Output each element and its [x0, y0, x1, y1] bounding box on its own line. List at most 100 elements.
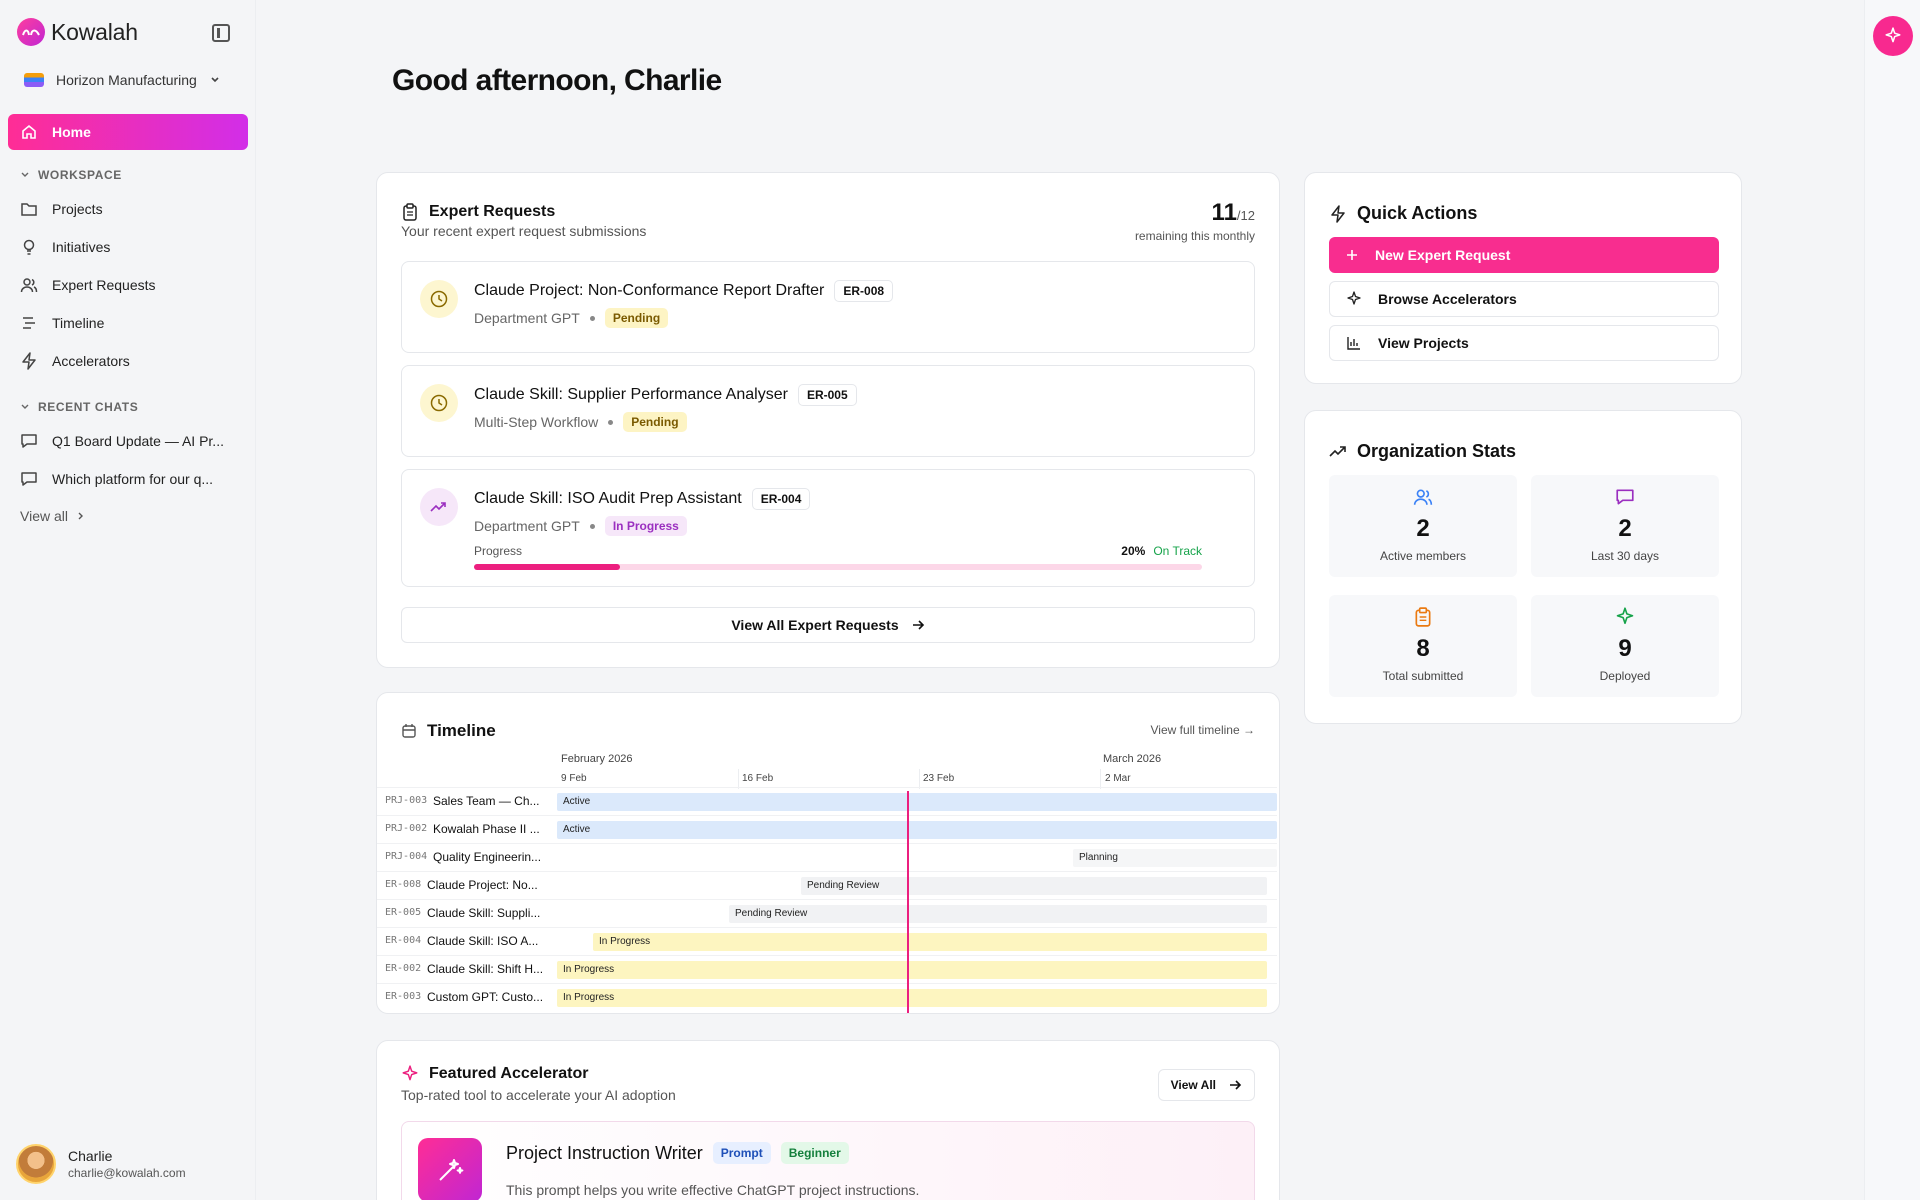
stat-value: 8	[1416, 635, 1430, 662]
view-full-timeline-link[interactable]: View full timeline →	[1151, 723, 1256, 737]
org-switcher[interactable]: Horizon Manufacturing	[24, 72, 221, 88]
timeline-row-id: ER-004	[385, 935, 422, 946]
timeline-row[interactable]: ER-003 Custom GPT: Custo... In Progress	[377, 983, 1277, 1011]
timeline-bar[interactable]: In Progress	[557, 989, 1267, 1007]
timeline-bar[interactable]: In Progress	[557, 961, 1267, 979]
view-all-label: View all	[20, 508, 68, 524]
accelerator-tag: Beginner	[780, 1142, 849, 1164]
timeline-row-name: Custom GPT: Custo...	[427, 990, 544, 1004]
recent-chats-section-toggle[interactable]: RECENT CHATS	[20, 400, 138, 414]
users-icon	[20, 278, 38, 293]
request-type: Department GPT	[474, 310, 580, 326]
timeline-row[interactable]: ER-008 Claude Project: No... Pending Rev…	[377, 871, 1277, 899]
sidebar-item-label: Home	[52, 124, 91, 140]
separator-dot	[608, 419, 614, 425]
stat-value: 2	[1416, 515, 1430, 542]
timeline-bar[interactable]: Pending Review	[801, 877, 1267, 895]
accelerator-title-row: Project Instruction Writer Prompt Beginn…	[506, 1142, 849, 1164]
stat-value: 2	[1618, 515, 1632, 542]
timeline-bar[interactable]: In Progress	[593, 933, 1267, 951]
timeline-week-label: 23 Feb	[923, 773, 955, 784]
stat-deployed: 9 Deployed	[1531, 595, 1719, 697]
stat-active-members: 2 Active members	[1329, 475, 1517, 577]
expert-request-item[interactable]: Claude Skill: ISO Audit Prep Assistant E…	[401, 469, 1255, 587]
collapse-sidebar-icon[interactable]	[212, 24, 230, 42]
app-logo[interactable]: Kowalah	[17, 18, 138, 46]
users-icon	[1413, 489, 1433, 505]
request-title-row: Claude Skill: ISO Audit Prep Assistant E…	[474, 488, 811, 510]
timeline-row-id: PRJ-002	[385, 823, 428, 834]
organization-stats-card: Organization Stats 2 Active members 2 La…	[1304, 410, 1742, 724]
sidebar-item-label: Accelerators	[52, 353, 130, 369]
recent-chat-item[interactable]: Q1 Board Update — AI Pr...	[20, 426, 240, 456]
timeline-row[interactable]: ER-005 Claude Skill: Suppli... Pending R…	[377, 899, 1277, 927]
progress-row: Progress 20% On Track	[474, 544, 1202, 558]
timeline-row[interactable]: PRJ-002 Kowalah Phase II ... Active	[377, 815, 1277, 843]
timeline-row[interactable]: ER-002 Claude Skill: Shift H... In Progr…	[377, 955, 1277, 983]
request-meta: Multi-Step Workflow Pending	[474, 412, 687, 432]
view-all-chats-link[interactable]: View all	[20, 508, 86, 524]
stat-value: 9	[1618, 635, 1632, 662]
folder-icon	[21, 203, 37, 216]
org-name: Horizon Manufacturing	[56, 72, 197, 88]
card-title: Expert Requests	[429, 203, 556, 220]
request-meta: Department GPT In Progress	[474, 516, 687, 536]
expert-request-item[interactable]: Claude Skill: Supplier Performance Analy…	[401, 365, 1255, 457]
user-profile[interactable]: Charlie charlie@kowalah.com	[16, 1144, 186, 1184]
button-label: Browse Accelerators	[1378, 291, 1517, 307]
timeline-month-label: February 2026	[561, 753, 633, 765]
timeline-bar[interactable]: Pending Review	[729, 905, 1267, 923]
sidebar-item-expert-requests[interactable]: Expert Requests	[20, 270, 240, 300]
new-expert-request-button[interactable]: New Expert Request	[1329, 237, 1719, 273]
recent-chat-item[interactable]: Which platform for our q...	[20, 464, 240, 494]
sidebar-item-timeline[interactable]: Timeline	[20, 308, 240, 338]
expert-request-item[interactable]: Claude Project: Non-Conformance Report D…	[401, 261, 1255, 353]
clipboard-icon	[403, 203, 417, 221]
timeline-bar[interactable]: Planning	[1073, 849, 1277, 867]
magic-wand-icon	[418, 1138, 482, 1200]
timeline-week-label: 16 Feb	[742, 773, 774, 784]
button-label: New Expert Request	[1375, 247, 1511, 263]
chevron-down-icon	[21, 172, 29, 177]
sidebar-item-accelerators[interactable]: Accelerators	[20, 346, 240, 376]
featured-accelerator-item[interactable]: Project Instruction Writer Prompt Beginn…	[401, 1121, 1255, 1200]
progress-status: On Track	[1153, 544, 1202, 558]
sparkles-icon	[402, 1065, 418, 1081]
card-subtitle: Top-rated tool to accelerate your AI ado…	[401, 1087, 676, 1103]
progress-label: Progress	[474, 544, 523, 558]
recent-chat-label: Q1 Board Update — AI Pr...	[52, 433, 224, 449]
sidebar-item-initiatives[interactable]: Initiatives	[20, 232, 240, 262]
browse-accelerators-button[interactable]: Browse Accelerators	[1329, 281, 1719, 317]
card-subtitle: Your recent expert request submissions	[401, 223, 647, 239]
button-label: View All	[1170, 1078, 1216, 1092]
sidebar-item-projects[interactable]: Projects	[20, 194, 240, 224]
view-projects-button[interactable]: View Projects	[1329, 325, 1719, 361]
status-badge: Pending	[623, 412, 687, 432]
sidebar-item-home[interactable]: Home	[8, 114, 248, 150]
timeline-row-id: ER-005	[385, 907, 422, 918]
workspace-section-toggle[interactable]: WORKSPACE	[20, 168, 122, 182]
card-title: Organization Stats	[1357, 441, 1517, 461]
view-all-expert-requests-button[interactable]: View All Expert Requests	[401, 607, 1255, 643]
bolt-icon	[1331, 204, 1345, 223]
ai-assistant-button[interactable]	[1873, 16, 1913, 56]
card-header: Expert Requests	[401, 203, 555, 221]
featured-accelerator-card: Featured Accelerator Top-rated tool to a…	[376, 1040, 1280, 1200]
accelerator-tag: Prompt	[712, 1142, 771, 1164]
progress-percent: 20%	[1121, 544, 1146, 558]
timeline-row[interactable]: PRJ-004 Quality Engineerin... Planning	[377, 843, 1277, 871]
lightbulb-icon	[23, 239, 35, 255]
accelerator-name: Project Instruction Writer	[506, 1142, 703, 1163]
timeline-week-label: 9 Feb	[561, 773, 587, 784]
accelerator-description: This prompt helps you write effective Ch…	[506, 1182, 920, 1198]
separator-dot	[589, 315, 595, 321]
timeline-row[interactable]: PRJ-003 Sales Team — Ch... Active	[377, 787, 1277, 815]
timeline-row[interactable]: ER-004 Claude Skill: ISO A... In Progres…	[377, 927, 1277, 955]
request-type: Department GPT	[474, 518, 580, 534]
progress-bar	[474, 564, 1202, 570]
request-id: ER-008	[834, 280, 894, 302]
view-all-accelerators-button[interactable]: View All	[1157, 1069, 1255, 1101]
button-label: View Projects	[1378, 335, 1469, 351]
timeline-bar[interactable]: Active	[557, 821, 1277, 839]
timeline-bar[interactable]: Active	[557, 793, 1277, 811]
